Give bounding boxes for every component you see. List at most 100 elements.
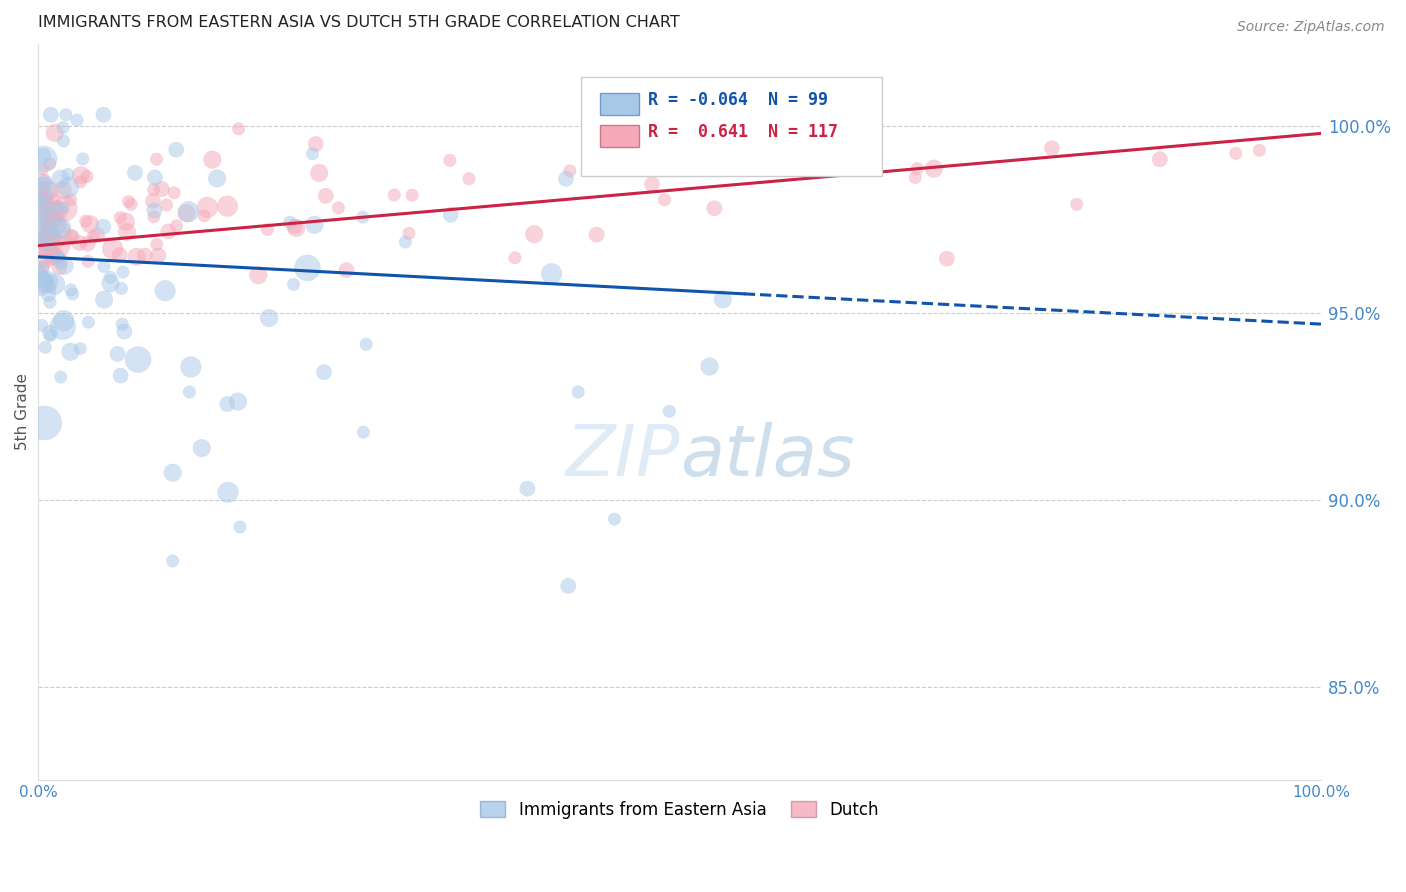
Point [540, 267, 562, 281]
Point [352, 425, 374, 439]
Point [77, 254, 100, 268]
Point [37, 184, 59, 198]
Point [31, 183, 53, 197]
Point [34, 340, 56, 354]
Point [110, 281, 132, 295]
Point [205, 171, 228, 186]
Point [308, 166, 330, 180]
Point [45, 200, 67, 214]
Point [711, 293, 734, 307]
Point [935, 252, 957, 266]
Point [117, 194, 139, 209]
Point [201, 153, 224, 167]
Point [904, 170, 927, 185]
Point [124, 166, 146, 180]
Text: atlas: atlas [679, 422, 855, 491]
Point [217, 397, 239, 411]
Point [439, 153, 461, 168]
Point [39, 217, 62, 231]
Point [53, 259, 76, 273]
Point [34, 275, 56, 289]
Point [31, 202, 53, 217]
Point [44, 246, 66, 260]
Point [1040, 141, 1063, 155]
Point [458, 171, 481, 186]
Point [39, 326, 62, 340]
Point [56, 167, 79, 181]
Point [354, 337, 377, 351]
Point [134, 248, 156, 262]
FancyBboxPatch shape [581, 77, 883, 177]
Point [165, 143, 187, 157]
Point [39, 295, 62, 310]
Point [44, 229, 66, 244]
Point [142, 194, 165, 208]
Text: Source: ZipAtlas.com: Source: ZipAtlas.com [1237, 20, 1385, 34]
Point [585, 227, 607, 242]
Point [922, 161, 945, 176]
Point [31, 181, 53, 195]
Point [38, 214, 60, 228]
Text: R = -0.064  N = 99: R = -0.064 N = 99 [648, 91, 828, 110]
Point [58, 180, 80, 194]
Point [34, 416, 56, 430]
Point [52, 183, 75, 197]
Point [285, 220, 308, 235]
Point [31, 318, 53, 333]
Point [28, 193, 51, 207]
Point [49, 254, 72, 268]
Point [28, 186, 51, 200]
Point [905, 161, 928, 176]
Point [28, 197, 51, 211]
Point [382, 188, 405, 202]
Point [34, 176, 56, 190]
Point [229, 520, 252, 534]
Point [654, 193, 676, 207]
Point [191, 441, 214, 455]
Point [180, 359, 202, 374]
Point [67, 235, 90, 250]
Point [567, 384, 589, 399]
Point [48, 252, 70, 266]
Point [32, 225, 55, 239]
Point [228, 121, 250, 136]
Point [150, 182, 173, 196]
Point [257, 310, 280, 325]
Point [352, 210, 374, 224]
Point [1066, 197, 1088, 211]
Point [52, 120, 75, 135]
Y-axis label: 5th Grade: 5th Grade [15, 374, 30, 450]
Point [37, 275, 59, 289]
Point [217, 485, 239, 500]
Point [114, 214, 136, 228]
Point [44, 126, 66, 140]
Point [516, 482, 538, 496]
Point [179, 384, 201, 399]
Point [177, 204, 200, 219]
Point [32, 260, 55, 274]
Point [1249, 144, 1271, 158]
Text: ZIP: ZIP [565, 422, 679, 491]
Point [38, 286, 60, 301]
Point [48, 260, 70, 275]
Point [557, 579, 579, 593]
Point [28, 276, 51, 290]
Point [145, 237, 167, 252]
Point [32, 174, 55, 188]
Point [832, 137, 855, 152]
Point [247, 268, 270, 282]
Point [34, 189, 56, 203]
Point [42, 247, 65, 261]
Point [32, 152, 55, 166]
Point [31, 161, 53, 176]
Point [75, 214, 97, 228]
Point [112, 325, 135, 339]
Point [38, 157, 60, 171]
Point [217, 199, 239, 213]
Point [35, 198, 58, 212]
Point [30, 261, 52, 276]
Point [166, 219, 188, 233]
Point [30, 233, 52, 247]
Point [77, 315, 100, 329]
Point [1225, 146, 1247, 161]
